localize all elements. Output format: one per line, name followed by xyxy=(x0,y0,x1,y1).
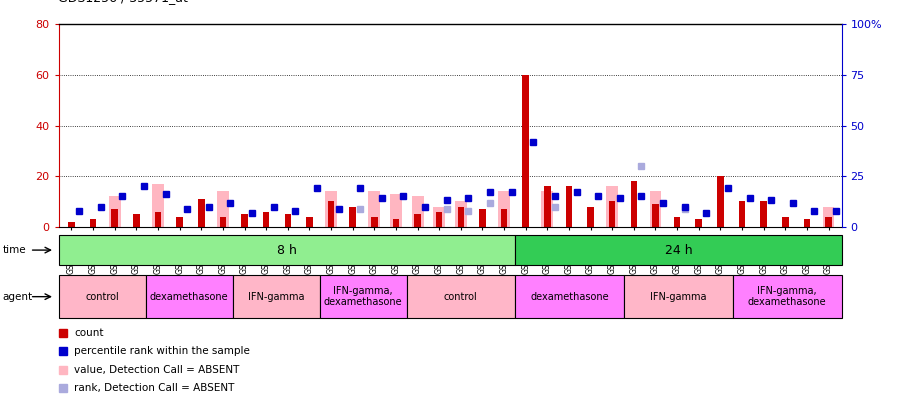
Bar xyxy=(825,217,832,227)
Bar xyxy=(407,275,515,318)
Bar xyxy=(112,209,118,227)
Text: GDS1256 / 35571_at: GDS1256 / 35571_at xyxy=(58,0,188,4)
Bar xyxy=(155,211,161,227)
Bar xyxy=(515,275,624,318)
Text: 8 h: 8 h xyxy=(277,243,297,257)
Bar xyxy=(733,275,842,318)
Bar xyxy=(804,219,810,227)
Bar xyxy=(609,202,616,227)
Bar xyxy=(58,275,146,318)
Text: count: count xyxy=(74,328,104,338)
Bar xyxy=(68,222,75,227)
Bar xyxy=(368,192,380,227)
Bar xyxy=(198,199,204,227)
Bar xyxy=(544,186,551,227)
Bar xyxy=(454,202,467,227)
Bar xyxy=(652,204,659,227)
Bar xyxy=(146,275,232,318)
Bar xyxy=(823,207,834,227)
Bar xyxy=(433,207,446,227)
Bar xyxy=(760,202,767,227)
Bar xyxy=(782,217,788,227)
Text: control: control xyxy=(444,292,478,302)
Bar xyxy=(152,184,164,227)
Bar xyxy=(220,217,226,227)
Bar xyxy=(284,214,291,227)
Bar xyxy=(306,217,312,227)
Bar xyxy=(328,202,334,227)
Bar xyxy=(392,219,400,227)
Bar xyxy=(515,235,842,265)
Bar xyxy=(58,235,515,265)
Text: percentile rank within the sample: percentile rank within the sample xyxy=(74,346,250,356)
Text: rank, Detection Call = ABSENT: rank, Detection Call = ABSENT xyxy=(74,383,235,393)
Bar xyxy=(133,214,140,227)
Bar xyxy=(263,211,269,227)
Bar xyxy=(650,192,662,227)
Bar xyxy=(674,217,680,227)
Bar xyxy=(566,186,572,227)
Text: agent: agent xyxy=(3,292,32,302)
Bar xyxy=(371,217,377,227)
Bar xyxy=(542,192,554,227)
Bar xyxy=(217,192,229,227)
Bar xyxy=(349,207,356,227)
Bar xyxy=(411,196,424,227)
Bar xyxy=(436,211,443,227)
Text: 24 h: 24 h xyxy=(664,243,692,257)
Bar xyxy=(176,217,183,227)
Bar xyxy=(109,196,121,227)
Bar xyxy=(523,75,529,227)
Bar xyxy=(390,194,402,227)
Bar xyxy=(325,192,337,227)
Bar xyxy=(588,207,594,227)
Bar xyxy=(414,214,421,227)
Bar xyxy=(500,209,508,227)
Bar xyxy=(241,214,248,227)
Bar xyxy=(739,202,745,227)
Bar xyxy=(90,219,96,227)
Text: dexamethasone: dexamethasone xyxy=(530,292,609,302)
Bar xyxy=(320,275,407,318)
Text: value, Detection Call = ABSENT: value, Detection Call = ABSENT xyxy=(74,364,239,375)
Bar xyxy=(498,192,510,227)
Bar xyxy=(232,275,320,318)
Bar xyxy=(696,219,702,227)
Bar xyxy=(479,209,486,227)
Text: IFN-gamma,
dexamethasone: IFN-gamma, dexamethasone xyxy=(748,286,826,307)
Bar xyxy=(457,207,464,227)
Text: IFN-gamma: IFN-gamma xyxy=(650,292,706,302)
Text: IFN-gamma: IFN-gamma xyxy=(248,292,304,302)
Bar xyxy=(631,181,637,227)
Bar xyxy=(717,176,724,227)
Text: time: time xyxy=(3,245,26,255)
Bar xyxy=(624,275,733,318)
Text: dexamethasone: dexamethasone xyxy=(149,292,229,302)
Text: IFN-gamma,
dexamethasone: IFN-gamma, dexamethasone xyxy=(324,286,402,307)
Text: control: control xyxy=(86,292,119,302)
Bar xyxy=(607,186,618,227)
